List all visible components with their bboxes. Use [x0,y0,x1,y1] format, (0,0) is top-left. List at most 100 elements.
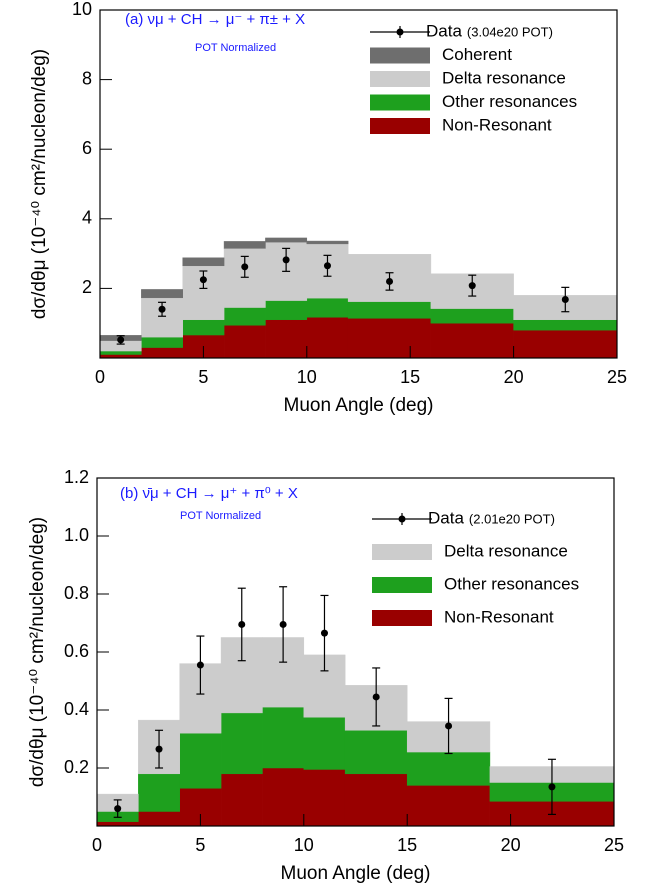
y-tick-label: 6 [82,138,92,158]
x-axis-label: Muon Angle (deg) [281,863,431,884]
bar-segment [223,307,266,326]
bar-segment [223,325,266,359]
x-tick-label: 5 [195,835,205,855]
legend-note: (2.01e20 POT) [469,511,555,526]
bar-segment [344,773,408,827]
bar-segment [99,350,142,355]
bar-segment [220,773,263,827]
chart-title: (a) νμ + CH → μ⁻ + π± + X [125,11,305,28]
bar-segment [347,301,432,319]
bar-segment [306,317,349,359]
y-tick-label: 8 [82,68,92,88]
y-axis-label: dσ/dθμ (10⁻⁴⁰ cm²/nucleon/deg) [27,517,48,787]
legend-label: Non-Resonant [444,607,554,626]
bar-segment [430,322,514,359]
bar-segment [220,712,263,775]
data-point [372,693,380,701]
bar-segment [141,347,183,359]
bar-segment [138,811,180,827]
data-point [155,745,163,753]
data-point [282,256,290,264]
bar-segment [306,240,349,245]
bar-segment [347,318,432,359]
y-tick-label: 0.6 [64,641,89,661]
legend-label: Delta resonance [444,541,568,560]
data-point [114,805,122,813]
data-point [445,722,453,730]
legend-label: Coherent [442,45,512,64]
x-tick-label: 15 [400,367,420,387]
bar-segment [262,706,305,769]
x-tick-label: 0 [95,367,105,387]
data-point [548,783,556,791]
legend-swatch [370,94,430,111]
legend-swatch [370,71,430,87]
y-tick-label: 4 [82,208,92,228]
chart: 0 5 10 15 20 25 0.2 0.4 0.6 0.8 1.0 1.2 Muon Angle (… [27,467,624,884]
x-tick-label: 20 [501,835,521,855]
bar-segment [96,821,139,827]
bar-segment [182,319,225,336]
data-point [199,276,207,284]
bar-segment [138,773,180,812]
bar-segment [141,289,183,299]
y-tick-label: 1.2 [64,467,89,487]
legend-swatch [372,577,432,593]
data-point [320,629,328,637]
data-point [238,620,246,628]
x-tick-label: 10 [297,367,317,387]
x-tick-label: 20 [504,367,524,387]
legend-label: Data [426,21,462,40]
data-point [241,263,249,271]
x-axis-label: Muon Angle (deg) [284,395,434,416]
bar-segment [141,336,183,348]
data-point [158,305,166,313]
bar-segment [179,732,222,789]
bar-segment [513,329,618,359]
data-point [468,282,476,290]
legend-marker [398,515,406,523]
y-tick-label: 0.2 [64,757,89,777]
legend-label: Other resonances [444,574,579,593]
bar-segment [303,717,346,770]
x-tick-label: 15 [397,835,417,855]
legend-swatch [370,47,430,64]
data-point [561,296,569,304]
chart-subtitle: POT Normalized [180,510,261,522]
chart-subtitle: POT Normalized [195,42,276,54]
data-point [386,277,394,285]
y-tick-label: 2 [82,277,92,297]
legend-swatch [370,118,430,134]
y-tick-label: 0.4 [64,699,89,719]
bar-segment [265,319,308,359]
y-axis-label: dσ/dθμ (10⁻⁴⁰ cm²/nucleon/deg) [29,49,50,319]
chart: 0 5 10 15 20 25 2 4 6 8 10 Muon Angle (deg) dσ/dθμ (… [29,0,627,416]
bar-segment [344,730,408,775]
bar-segment [430,308,514,324]
legend-label: Other resonances [442,92,577,111]
chart-title: (b) ν̄μ + CH → μ⁺ + π⁰ + X [120,485,298,502]
bar-segment [182,257,225,267]
plot-frame [99,9,618,359]
data-point [196,661,204,669]
legend-label: Delta resonance [442,68,566,87]
legend-swatch [372,544,432,560]
x-tick-label: 5 [198,367,208,387]
data-point [323,262,331,270]
x-tick-label: 10 [294,835,314,855]
x-tick-label: 25 [604,835,624,855]
bar-segment [223,241,266,249]
bar-segment [513,319,618,331]
y-tick-label: 1.0 [64,525,89,545]
legend-label: Non-Resonant [442,115,552,134]
bar-segment [303,769,346,827]
bar-segment [265,237,308,243]
bar-segment [265,300,308,320]
legend-marker [396,28,404,36]
bar-segment [406,785,491,827]
legend-note: (3.04e20 POT) [467,24,553,39]
data-point [117,336,125,344]
legend-label: Data [428,508,464,527]
bar-segment [262,767,305,827]
